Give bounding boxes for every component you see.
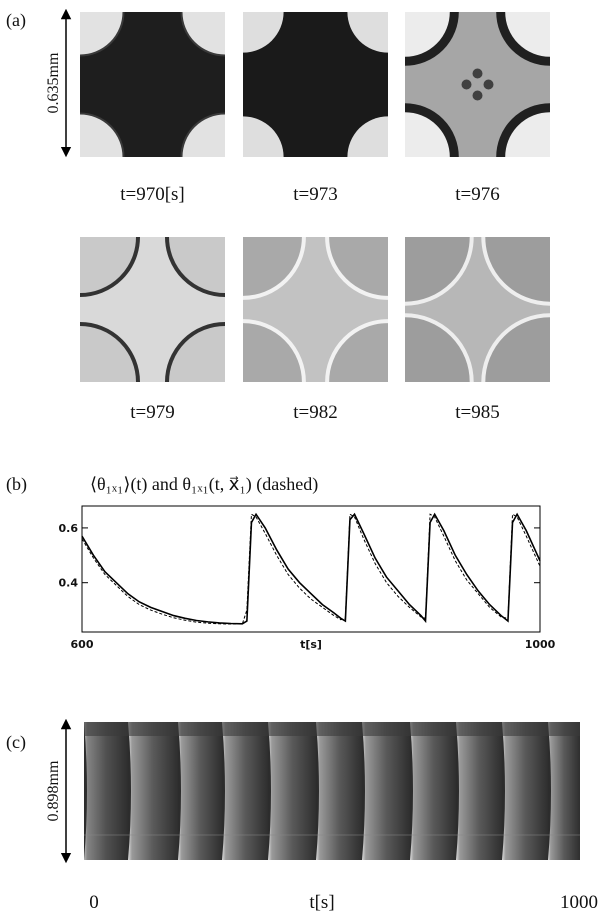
wave-band xyxy=(410,722,456,860)
wave-front xyxy=(405,12,459,66)
wave-band xyxy=(362,722,410,860)
frame-image xyxy=(80,237,225,382)
frame-image xyxy=(243,12,388,157)
wave-band xyxy=(268,722,316,860)
scale-label: 0.635mm xyxy=(45,52,62,113)
wave-band xyxy=(222,722,268,860)
data-line xyxy=(81,512,541,625)
frame-caption: t=976 xyxy=(455,184,500,205)
x-axis-label: t[s] xyxy=(300,638,322,651)
y-tick-label: 0.6 xyxy=(59,522,79,535)
y-tick-label: 0.4 xyxy=(59,577,79,590)
wave-front xyxy=(243,319,306,382)
x-label: 1000 xyxy=(560,892,598,913)
wave-front xyxy=(405,237,474,306)
frame-image xyxy=(80,12,225,157)
x-label: 0 xyxy=(89,892,99,913)
wave-front xyxy=(405,313,474,382)
wave-band xyxy=(316,722,362,860)
wave-front xyxy=(347,116,388,157)
scale-label: 0.898mm xyxy=(45,760,62,821)
frame-caption: t=979 xyxy=(130,402,175,423)
line-chart: 0.4 0.6 600 1000 t[s] xyxy=(59,505,556,651)
wave-front xyxy=(80,322,140,382)
wave-front xyxy=(496,103,550,157)
panel-label: (b) xyxy=(6,474,27,495)
chart-title: ⟨θ₁ₓ₁⟩(t) and θ₁ₓ₁(t, x⃗₁) (dashed) xyxy=(90,474,318,495)
wave-band xyxy=(548,722,580,860)
frame-image xyxy=(405,12,550,157)
wave-front xyxy=(481,237,550,306)
wave-front xyxy=(80,12,125,57)
frame-image xyxy=(243,237,388,382)
image-grid: t=970[s] t=973 t=976 t=979 t=982 t=985 xyxy=(80,12,550,423)
wave-front xyxy=(165,322,225,382)
frame-caption: t=982 xyxy=(293,402,338,423)
wave-band xyxy=(128,722,178,860)
data-line xyxy=(81,513,541,625)
wave-front xyxy=(481,313,550,382)
wave-band xyxy=(502,722,548,860)
wave-front xyxy=(347,12,388,53)
wave-front xyxy=(243,12,284,53)
wave-front xyxy=(180,12,225,57)
frame-caption: t=985 xyxy=(455,402,500,423)
x-label: t[s] xyxy=(309,892,334,913)
x-tick-label: 1000 xyxy=(525,638,556,651)
plot-frame xyxy=(81,505,541,633)
wave-band xyxy=(84,722,128,860)
spot xyxy=(483,79,494,90)
wave-front xyxy=(243,237,306,300)
spot xyxy=(472,90,483,101)
wave-band xyxy=(456,722,502,860)
wave-front xyxy=(325,237,388,300)
x-tick-label: 600 xyxy=(71,638,94,651)
image-top-shade xyxy=(84,722,580,736)
wave-front xyxy=(180,112,225,157)
wave-front xyxy=(405,103,459,157)
wave-band xyxy=(178,722,222,860)
frame-caption: t=970[s] xyxy=(120,184,185,205)
panel-label: (a) xyxy=(6,10,26,31)
wave-front xyxy=(80,112,125,157)
spot xyxy=(461,79,472,90)
wave-front xyxy=(165,237,225,297)
wave-front xyxy=(325,319,388,382)
wave-front xyxy=(80,237,140,297)
wave-front xyxy=(243,116,284,157)
panel-label: (c) xyxy=(6,732,26,753)
wave-front xyxy=(496,12,550,66)
frame-caption: t=973 xyxy=(293,184,338,205)
spot xyxy=(472,68,483,79)
frame-image xyxy=(405,237,550,382)
space-time-image xyxy=(84,722,580,860)
